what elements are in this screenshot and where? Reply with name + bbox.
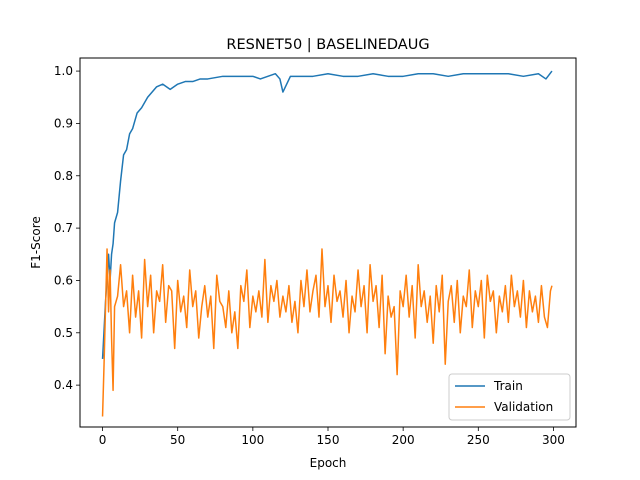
x-tick-label: 200 <box>392 433 415 447</box>
series-line-train <box>101 70 553 359</box>
y-tick-label: 0.7 <box>54 221 73 235</box>
series-lines <box>101 70 553 417</box>
x-tick-label: 250 <box>467 433 490 447</box>
y-tick-label: 0.8 <box>54 169 73 183</box>
y-tick-label: 0.6 <box>54 273 73 287</box>
x-tick-label: 100 <box>241 433 264 447</box>
x-axis-ticks: 0 50 100 150 200 250 300 <box>99 427 565 447</box>
x-tick-label: 0 <box>99 433 107 447</box>
x-tick-label: 150 <box>317 433 340 447</box>
y-tick-label: 1.0 <box>54 64 73 78</box>
series-line-validation <box>101 248 553 417</box>
x-axis-label: Epoch <box>310 456 347 470</box>
legend-validation-label: Validation <box>494 400 553 414</box>
y-tick-label: 0.9 <box>54 116 73 130</box>
x-tick-label: 50 <box>170 433 185 447</box>
y-tick-label: 0.4 <box>54 378 73 392</box>
y-tick-label: 0.5 <box>54 326 73 340</box>
legend-train-label: Train <box>493 379 523 393</box>
y-axis-label: F1-Score <box>29 216 43 268</box>
chart-title: RESNET50 | BASELINEDAUG <box>226 37 429 53</box>
x-tick-label: 300 <box>542 433 565 447</box>
y-axis-ticks: 0.4 0.5 0.6 0.7 0.8 0.9 1.0 <box>54 64 80 392</box>
legend: Train Validation <box>448 373 571 421</box>
